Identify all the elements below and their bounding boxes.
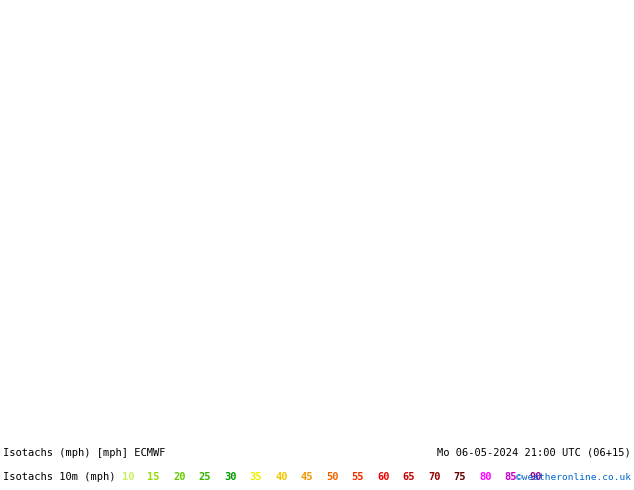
Text: 50: 50: [326, 472, 339, 482]
Text: ©weatheronline.co.uk: ©weatheronline.co.uk: [516, 472, 631, 482]
Text: 75: 75: [453, 472, 466, 482]
Text: 25: 25: [198, 472, 211, 482]
Text: Isotachs 10m (mph): Isotachs 10m (mph): [3, 472, 115, 482]
Text: 10: 10: [122, 472, 134, 482]
Text: 15: 15: [148, 472, 160, 482]
Text: 20: 20: [173, 472, 186, 482]
Text: 70: 70: [428, 472, 441, 482]
Text: 60: 60: [377, 472, 389, 482]
Text: 30: 30: [224, 472, 236, 482]
Text: 90: 90: [530, 472, 543, 482]
Text: 55: 55: [351, 472, 364, 482]
Text: 40: 40: [275, 472, 287, 482]
Text: 65: 65: [403, 472, 415, 482]
Text: 85: 85: [505, 472, 517, 482]
Text: Isotachs (mph) [mph] ECMWF: Isotachs (mph) [mph] ECMWF: [3, 447, 165, 458]
Text: 45: 45: [301, 472, 313, 482]
Text: 35: 35: [250, 472, 262, 482]
Text: Mo 06-05-2024 21:00 UTC (06+15): Mo 06-05-2024 21:00 UTC (06+15): [437, 447, 631, 458]
Text: 80: 80: [479, 472, 491, 482]
